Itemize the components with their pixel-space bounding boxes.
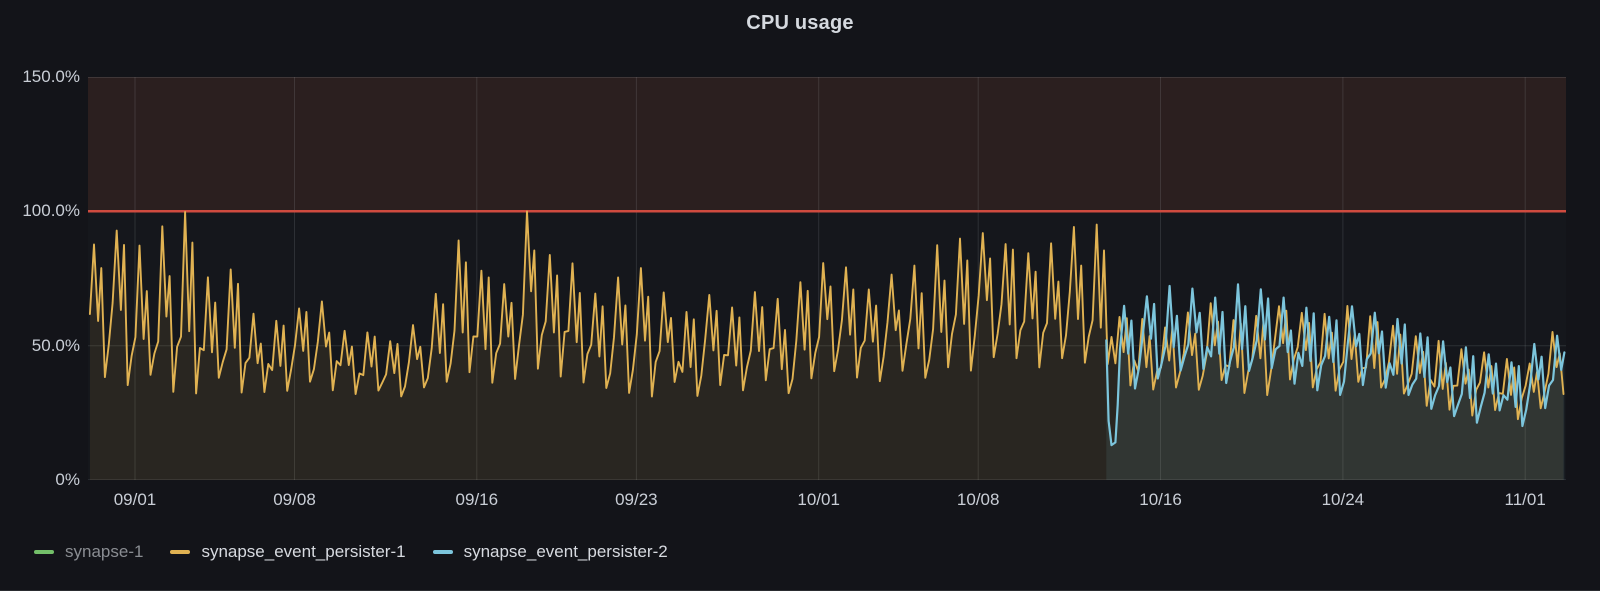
x-axis-label: 10/08 (956, 490, 1000, 509)
series-color-marker (34, 550, 54, 554)
series-color-marker (170, 550, 191, 554)
series-fill-persister-1 (89, 211, 1564, 480)
y-axis-label: 100.0% (22, 201, 80, 221)
series-color-marker (432, 550, 453, 554)
x-axis-label: 09/08 (273, 490, 316, 509)
x-axis-label: 11/01 (1504, 490, 1546, 509)
legend-item-synapse-event-persister-2[interactable]: synapse_event_persister-2 (432, 542, 668, 562)
x-axis-label: 10/01 (797, 490, 840, 509)
legend-item-label: synapse_event_persister-2 (463, 542, 668, 561)
y-axis-label: 0% (55, 470, 80, 489)
legend: synapse-1 synapse_event_persister-1 syna… (34, 542, 668, 562)
series-line-persister-2 (1105, 283, 1566, 447)
legend-item-label: synapse_event_persister-1 (201, 542, 406, 561)
x-axis-label: 09/23 (615, 490, 658, 509)
y-axis-label: 50.0% (31, 335, 80, 355)
legend-item-synapse-1[interactable]: synapse-1 (34, 542, 143, 562)
series-line-persister-1 (88, 210, 1565, 421)
x-axis-label: 10/16 (1139, 490, 1182, 509)
threshold-region-fill (88, 77, 1566, 212)
legend-item-synapse-event-persister-1[interactable]: synapse_event_persister-1 (170, 542, 406, 562)
y-axis-label: 150.0% (22, 67, 80, 86)
legend-item-label: synapse-1 (65, 542, 144, 561)
x-axis-label: 09/01 (113, 490, 157, 509)
x-axis-label: 09/16 (455, 490, 499, 509)
chart-canvas[interactable] (88, 77, 1566, 480)
panel-title[interactable]: CPU usage (746, 12, 854, 34)
x-axis-label: 10/24 (1321, 490, 1365, 509)
